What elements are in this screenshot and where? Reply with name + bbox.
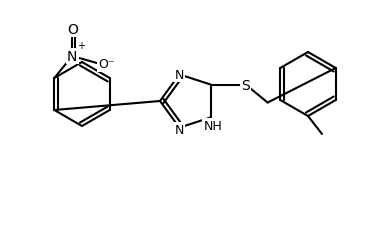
Text: NH: NH	[203, 120, 222, 132]
Text: N: N	[175, 68, 184, 82]
Text: +: +	[77, 41, 85, 51]
Text: N: N	[175, 124, 184, 136]
Text: S: S	[241, 78, 250, 92]
Text: N: N	[67, 50, 78, 64]
Text: O: O	[67, 23, 78, 37]
Text: O⁻: O⁻	[98, 58, 115, 71]
